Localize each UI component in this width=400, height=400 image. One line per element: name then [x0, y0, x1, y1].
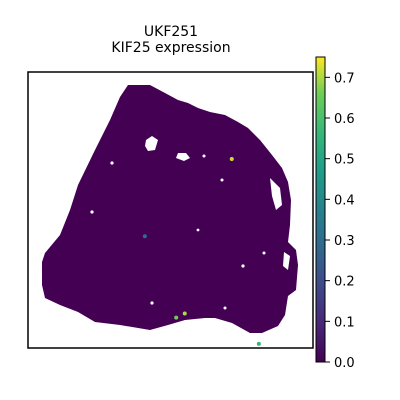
colorbar-tick-label-6: 0.6 [334, 112, 355, 127]
colorbar-tick-label-4: 0.4 [334, 193, 355, 208]
colorbar [315, 56, 326, 363]
colorbar-tick-label-3: 0.3 [334, 234, 355, 249]
colorbar-tick-label-1: 0.1 [334, 315, 355, 330]
plot-frame [27, 71, 314, 349]
colorbar-tick-label-5: 0.5 [334, 153, 355, 168]
colorbar-tick-label-0: 0.0 [334, 356, 355, 371]
highlight-point-0 [229, 156, 234, 161]
tissue-region [42, 85, 298, 333]
tissue-edge-detail [258, 120, 290, 270]
highlight-point-2 [182, 311, 187, 316]
highlight-point-4 [256, 341, 261, 346]
chart-subtitle: KIF25 expression [111, 40, 231, 56]
tissue-gaps [90, 136, 266, 310]
highlight-point-3 [174, 315, 179, 320]
colorbar-tick-label-2: 0.2 [334, 275, 355, 290]
colorbar-ticks: 0.0 0.1 0.2 0.3 0.4 0.5 0.6 0.7 [325, 71, 355, 371]
colorbar-tick-label-7: 0.7 [334, 71, 355, 86]
chart-title: UKF251 [143, 24, 199, 40]
highlight-points [142, 156, 261, 346]
highlight-point-1 [142, 234, 147, 239]
